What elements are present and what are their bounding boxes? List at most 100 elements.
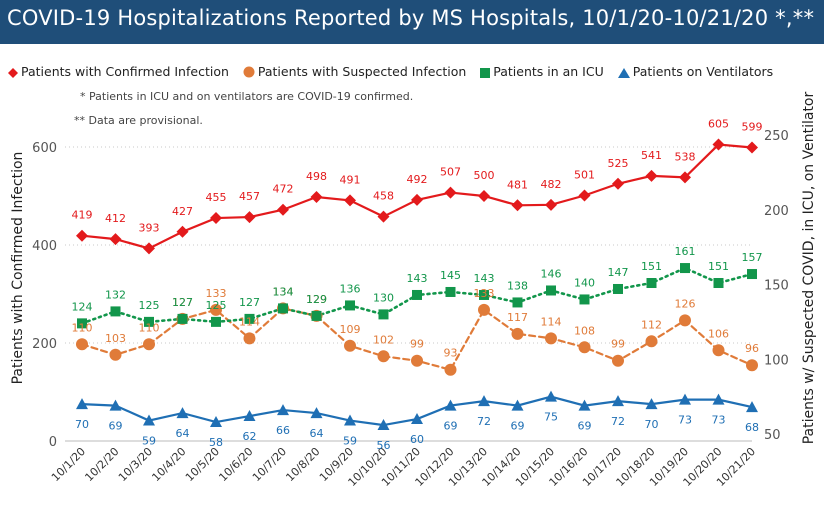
marker-ventilator [612, 395, 624, 407]
marker-confirmed [109, 233, 122, 246]
data-label-ventilator: 64 [176, 427, 190, 440]
data-label-ventilator: 69 [109, 420, 123, 433]
data-label-suspected: 114 [541, 315, 562, 328]
marker-confirmed [679, 171, 691, 184]
data-label-confirmed: 605 [708, 118, 729, 131]
data-label-icu: 127 [239, 296, 260, 309]
data-label-ventilator: 69 [578, 420, 592, 433]
data-label-ventilator: 75 [544, 411, 558, 424]
data-label-ventilator: 70 [75, 418, 89, 431]
legend-label-suspected: Patients with Suspected Infection [257, 64, 467, 79]
legend-label-confirmed: Patients with Confirmed Infection [21, 64, 229, 79]
marker-ventilator [310, 407, 323, 419]
marker-icu [278, 303, 288, 314]
data-label-ventilator: 58 [209, 436, 223, 449]
data-label-ventilator: 68 [745, 421, 759, 434]
marker-icu [747, 269, 757, 280]
marker-suspected [478, 303, 490, 316]
marker-ventilator [545, 390, 557, 402]
data-label-ventilator: 59 [343, 435, 357, 448]
data-label-confirmed: 472 [273, 183, 294, 196]
marker-icu [177, 313, 188, 324]
data-label-confirmed: 393 [139, 221, 160, 234]
data-labels: 419 412 393 427 455 457 472 498 491 458 492 507 500 4… [72, 118, 763, 452]
data-label-icu: 125 [206, 299, 227, 312]
data-label-suspected: 117 [507, 311, 528, 324]
data-label-ventilator: 64 [310, 427, 324, 440]
data-label-suspected: 102 [373, 333, 394, 346]
marker-ventilator [143, 414, 155, 426]
data-label-suspected: 112 [641, 318, 662, 331]
marker-ventilator [578, 399, 591, 411]
marker-confirmed [645, 169, 658, 182]
marker-icu [445, 286, 456, 297]
legend: Patients with Confirmed Infection Patien… [8, 64, 783, 82]
data-label-suspected: 96 [745, 342, 759, 355]
diamond-icon [8, 68, 18, 78]
data-label-ventilator: 73 [678, 414, 692, 427]
marker-suspected [109, 348, 122, 361]
y2-tick-label: 100 [764, 353, 789, 368]
data-label-confirmed: 458 [373, 190, 394, 203]
data-label-suspected: 109 [340, 323, 361, 336]
y2-tick-label: 250 [764, 129, 789, 144]
legend-label-icu: Patients in an ICU [493, 64, 604, 79]
data-label-confirmed: 541 [641, 149, 662, 162]
marker-ventilator [243, 410, 256, 422]
data-label-ventilator: 73 [712, 414, 726, 427]
data-label-suspected: 129 [306, 293, 327, 306]
legend-item-ventilator: Patients on Ventilators [617, 64, 774, 79]
data-label-suspected: 133 [206, 287, 227, 300]
marker-confirmed [545, 198, 557, 211]
data-label-ventilator: 60 [410, 433, 424, 446]
marker-icu [378, 309, 389, 320]
marker-suspected [578, 341, 591, 354]
marker-icu [646, 278, 657, 289]
marker-confirmed [277, 203, 289, 216]
data-label-icu: 161 [675, 245, 696, 258]
marker-suspected [411, 354, 423, 367]
data-label-icu: 124 [72, 300, 93, 313]
marker-confirmed [176, 225, 189, 238]
y-tick-label: 400 [32, 239, 57, 254]
data-label-suspected: 133 [474, 287, 495, 300]
legend-label-ventilator: Patients on Ventilators [632, 64, 774, 79]
y-tick-label: 600 [32, 141, 57, 156]
marker-icu [144, 316, 154, 327]
data-label-ventilator: 72 [477, 415, 491, 428]
marker-confirmed [210, 212, 222, 225]
data-label-icu: 132 [105, 288, 126, 301]
data-label-confirmed: 455 [206, 191, 227, 204]
data-label-suspected: 134 [273, 285, 294, 298]
data-label-icu: 143 [407, 272, 428, 285]
marker-ventilator [411, 413, 423, 425]
marker-ventilator [712, 393, 725, 405]
marker-confirmed [478, 190, 490, 202]
marker-ventilator [109, 399, 122, 411]
square-icon [480, 68, 491, 78]
marker-suspected [210, 303, 222, 316]
y2-tick-label: 150 [764, 279, 789, 294]
x-tick-label: 10/1/20 [49, 445, 88, 484]
data-label-icu: 146 [541, 267, 562, 280]
gridlines [65, 146, 752, 344]
y2-tick-label: 200 [764, 204, 789, 219]
marker-confirmed [712, 138, 725, 151]
data-label-confirmed: 492 [407, 173, 428, 186]
data-label-icu: 127 [172, 296, 193, 309]
data-label-confirmed: 507 [440, 166, 461, 179]
marker-icu [244, 313, 255, 324]
marker-confirmed [612, 177, 624, 190]
marker-icu [546, 285, 556, 296]
data-label-ventilator: 59 [142, 435, 156, 448]
data-label-confirmed: 525 [608, 157, 629, 170]
x-tick-label: 10/7/20 [250, 445, 289, 484]
marker-confirmed [76, 229, 88, 242]
data-label-icu: 151 [708, 260, 729, 273]
data-label-confirmed: 538 [675, 150, 696, 163]
x-tick-label: 10/2/20 [82, 445, 121, 484]
marker-confirmed [411, 193, 423, 206]
data-label-confirmed: 419 [72, 209, 93, 222]
data-label-suspected: 93 [444, 347, 458, 360]
marker-ventilator [746, 401, 758, 413]
